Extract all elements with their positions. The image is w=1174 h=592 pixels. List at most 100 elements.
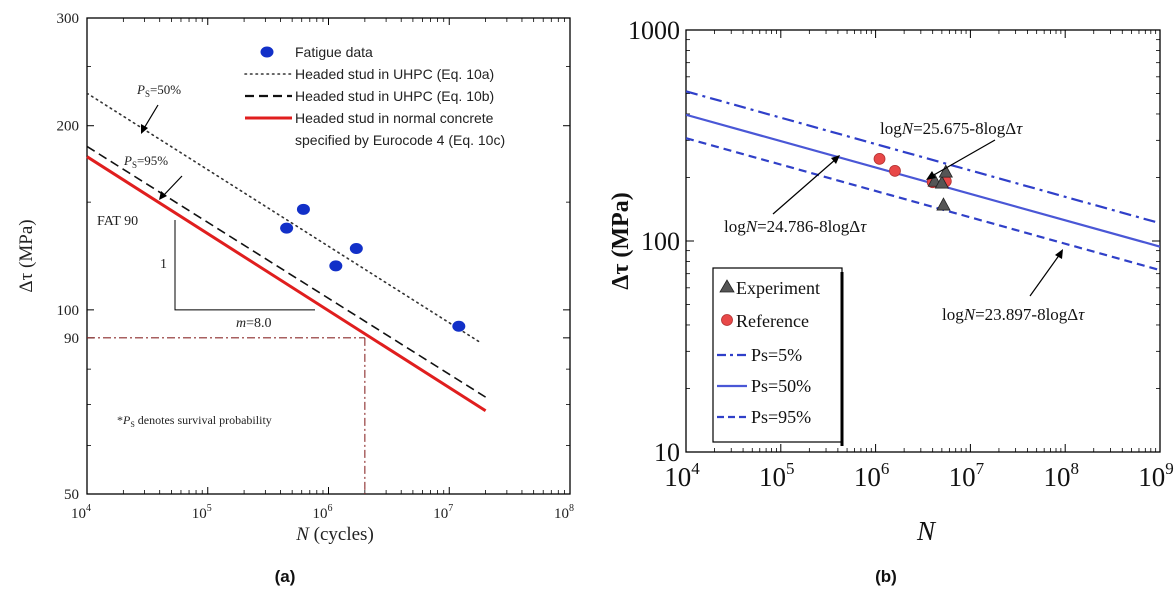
experiment-data-point: [938, 164, 953, 178]
annotation-equation-ps50-log: log: [724, 217, 746, 236]
annotation-ps95-value: =95%: [137, 153, 168, 168]
fatigue-data-point: [349, 242, 363, 254]
x-tick-exponent: 5: [207, 503, 212, 514]
annotation-equation-ps50: logN=24.786-8logΔτ: [724, 217, 867, 236]
x-tick-base: 10: [1138, 462, 1165, 492]
annotation-ps50: PS=50%: [136, 82, 181, 99]
annotation-equation-ps50-symbol: N: [745, 217, 759, 236]
x-tick-label: 107: [949, 459, 985, 492]
y-tick-label: 100: [641, 227, 680, 256]
annotation-arrow-ps95: [162, 175, 183, 197]
x-tick-base: 10: [854, 462, 881, 492]
annotation-equation-ps5-tau: τ: [1016, 119, 1023, 138]
annotation-ps50-value: =50%: [150, 82, 181, 97]
fatigue-data-point: [329, 260, 343, 272]
annotation-footnote-sub: S: [130, 420, 134, 429]
annotation-equation-ps5: logN=25.675-8logΔτ: [880, 119, 1023, 138]
legend-label-reference: Reference: [736, 311, 809, 331]
arrowhead-icon: [926, 171, 936, 180]
x-tick-base: 10: [313, 506, 328, 522]
y-tick-label: 50: [64, 487, 79, 503]
annotation-equation-ps50-tau: τ: [860, 217, 867, 236]
legend-marker-reference: [721, 314, 733, 326]
x-tick-label: 106: [854, 459, 890, 492]
x-tick-label: 104: [664, 459, 700, 492]
y-tick-label: 200: [57, 119, 80, 135]
x-axis-label-unit: (cycles): [309, 524, 374, 545]
y-tick-label: 1000: [628, 16, 680, 45]
arrowhead-icon: [141, 124, 148, 134]
x-tick-base: 10: [192, 506, 207, 522]
x-tick-label: 108: [1043, 459, 1079, 492]
annotation-ps95-symbol: P: [123, 153, 132, 168]
annotation-equation-ps50-formula: =24.786-8logΔ: [757, 217, 860, 236]
x-tick-exponent: 6: [881, 459, 890, 478]
legend-label-experiment: Experiment: [736, 278, 820, 298]
annotation-footnote-text: denotes survival probability: [135, 413, 272, 427]
series-lines: [686, 90, 1160, 272]
x-axis-label: N (cycles): [295, 524, 374, 545]
x-tick-label: 104: [71, 503, 91, 522]
experiment-data-point: [936, 197, 951, 211]
x-tick-exponent: 4: [691, 459, 700, 478]
annotation-footnote-star: *: [117, 413, 123, 427]
x-tick-label: 107: [433, 503, 453, 522]
legend-label-eq10c: Headed stud in normal concrete: [295, 110, 494, 126]
arrowhead-icon: [159, 191, 167, 200]
annotation-arrow-ps95: [1029, 253, 1061, 297]
y-tick-label: 10: [654, 438, 680, 467]
arrowhead-icon: [831, 155, 840, 164]
legend-label-ps95: Ps=95%: [751, 407, 811, 427]
x-tick-exponent: 9: [1165, 459, 1174, 478]
x-tick-exponent: 8: [1070, 459, 1079, 478]
annotation-equation-ps95-tau: τ: [1078, 305, 1085, 324]
x-tick-exponent: 7: [976, 459, 985, 478]
y-tick-label: 90: [64, 331, 79, 347]
legend-marker-experiment: [719, 279, 735, 293]
series-line-solid: [86, 155, 487, 413]
series-line-dashed: [686, 137, 1160, 272]
x-tick-base: 10: [554, 506, 569, 522]
x-tick-base: 10: [1043, 462, 1070, 492]
annotation-slope-m-value: =8.0: [246, 316, 271, 331]
x-tick-label: 108: [554, 503, 574, 522]
annotation-footnote: *PS denotes survival probability: [117, 413, 272, 429]
reference-data-point: [889, 164, 901, 177]
slope-triangle: [174, 220, 315, 311]
x-tick-base: 10: [433, 506, 448, 522]
series-line-dotted: [86, 92, 481, 344]
annotation-arrow-ps50: [142, 104, 159, 131]
x-tick-base: 10: [949, 462, 976, 492]
x-axis-label: N: [916, 516, 937, 546]
annotation-arrow-ps5: [931, 139, 996, 177]
y-tick-label: 300: [57, 11, 80, 27]
annotation-equation-ps5-log: log: [880, 119, 902, 138]
legend-label-ps50: Ps=50%: [751, 376, 811, 396]
annotation-equation-ps95-log: log: [942, 305, 964, 324]
series-line-dashed: [86, 145, 487, 398]
annotation-ps95: PS=95%: [123, 153, 168, 170]
arrowhead-icon: [1055, 249, 1063, 259]
annotation-equation-ps95-formula: =23.897-8logΔ: [975, 305, 1078, 324]
panel-label-a: (a): [275, 567, 296, 586]
x-tick-label: 106: [313, 503, 333, 522]
annotation-footnote-symbol: P: [122, 413, 131, 427]
annotation-arrow-ps50: [772, 158, 837, 215]
legend-label-eq10c-line2: specified by Eurocode 4 (Eq. 10c): [295, 132, 505, 148]
x-tick-base: 10: [759, 462, 786, 492]
x-tick-label: 109: [1138, 459, 1174, 492]
annotation-fat90: FAT 90: [97, 214, 138, 229]
x-axis-label-symbol: N: [295, 524, 310, 545]
y-axis-label: Δτ (MPa): [16, 219, 37, 292]
annotation-equation-ps95-symbol: N: [963, 305, 977, 324]
x-tick-exponent: 4: [86, 503, 91, 514]
annotation-slope-1: 1: [160, 257, 167, 272]
fatigue-data-point: [280, 222, 294, 234]
x-tick-exponent: 6: [328, 503, 333, 514]
y-tick-label: 100: [57, 303, 80, 319]
x-tick-exponent: 7: [448, 503, 453, 514]
annotation-slope-m-symbol: m: [236, 316, 246, 331]
legend-label-ps5: Ps=5%: [751, 345, 802, 365]
